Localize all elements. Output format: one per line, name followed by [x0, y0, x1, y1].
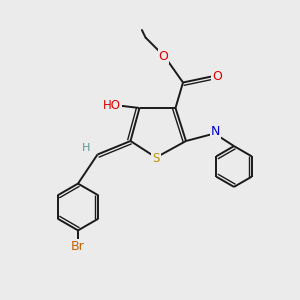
- Text: N: N: [211, 124, 220, 138]
- Text: O: O: [159, 50, 168, 63]
- Text: HO: HO: [103, 99, 121, 112]
- Text: H: H: [82, 143, 90, 153]
- Text: S: S: [152, 152, 160, 166]
- Text: Br: Br: [71, 239, 85, 253]
- Text: O: O: [212, 70, 222, 83]
